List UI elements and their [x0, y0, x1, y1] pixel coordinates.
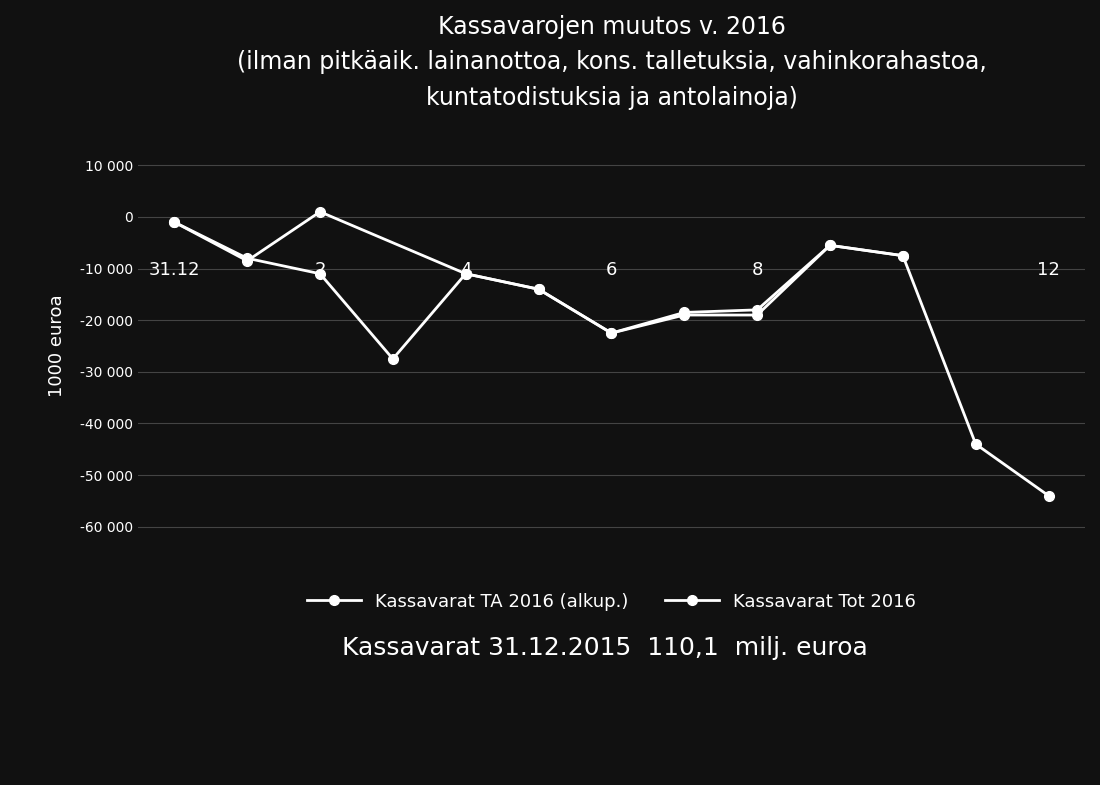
- Legend: Kassavarat TA 2016 (alkup.), Kassavarat Tot 2016: Kassavarat TA 2016 (alkup.), Kassavarat …: [299, 586, 924, 618]
- Kassavarat TA 2016 (alkup.): [459, 269, 472, 279]
- Kassavarat TA 2016 (alkup.): [678, 310, 691, 319]
- Kassavarat Tot 2016: [750, 305, 763, 315]
- Kassavarat TA 2016 (alkup.): [896, 251, 910, 261]
- Kassavarat Tot 2016: [824, 241, 837, 250]
- Text: 12: 12: [1037, 261, 1060, 279]
- Line: Kassavarat Tot 2016: Kassavarat Tot 2016: [169, 207, 907, 338]
- Text: 2: 2: [315, 261, 326, 279]
- Text: 8: 8: [751, 261, 762, 279]
- Kassavarat Tot 2016: [167, 217, 180, 227]
- Kassavarat TA 2016 (alkup.): [1042, 491, 1055, 500]
- Kassavarat TA 2016 (alkup.): [969, 440, 982, 449]
- Kassavarat TA 2016 (alkup.): [824, 241, 837, 250]
- Kassavarat Tot 2016: [241, 256, 254, 265]
- Kassavarat Tot 2016: [459, 269, 472, 279]
- Kassavarat TA 2016 (alkup.): [750, 310, 763, 319]
- Y-axis label: 1000 euroa: 1000 euroa: [48, 294, 66, 397]
- Text: 31.12: 31.12: [148, 261, 200, 279]
- Kassavarat TA 2016 (alkup.): [605, 328, 618, 338]
- Kassavarat TA 2016 (alkup.): [386, 354, 399, 363]
- Kassavarat Tot 2016: [678, 308, 691, 317]
- Text: Kassavarat 31.12.2015  110,1  milj. euroa: Kassavarat 31.12.2015 110,1 milj. euroa: [342, 636, 868, 659]
- Text: 4: 4: [460, 261, 472, 279]
- Title: Kassavarojen muutos v. 2016
(ilman pitkäaik. lainanottoa, kons. talletuksia, vah: Kassavarojen muutos v. 2016 (ilman pitkä…: [236, 15, 987, 110]
- Text: 6: 6: [606, 261, 617, 279]
- Kassavarat Tot 2016: [532, 284, 546, 294]
- Line: Kassavarat TA 2016 (alkup.): Kassavarat TA 2016 (alkup.): [169, 217, 1054, 501]
- Kassavarat Tot 2016: [896, 251, 910, 261]
- Kassavarat TA 2016 (alkup.): [241, 254, 254, 263]
- Kassavarat Tot 2016: [605, 328, 618, 338]
- Kassavarat TA 2016 (alkup.): [314, 269, 327, 279]
- Kassavarat TA 2016 (alkup.): [532, 284, 546, 294]
- Kassavarat Tot 2016: [314, 207, 327, 217]
- Kassavarat TA 2016 (alkup.): [167, 217, 180, 227]
